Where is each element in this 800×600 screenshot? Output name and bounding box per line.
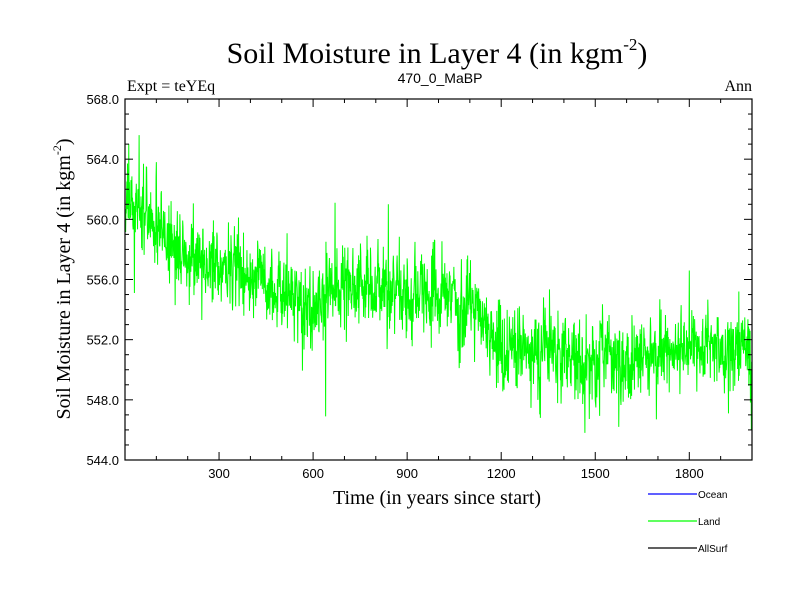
y-tick-label: 544.0: [86, 453, 119, 468]
x-tick-label: 1200: [487, 466, 516, 481]
y-tick-label: 568.0: [86, 92, 119, 107]
y-tick-label: 564.0: [86, 152, 119, 167]
legend-label-land: Land: [698, 517, 720, 528]
x-axis-label: Time (in years since start): [333, 487, 541, 509]
chart-title-superscript: -2: [623, 35, 637, 54]
period-label: 470_0_MaBP: [398, 70, 483, 86]
axis-ticks: 300 600 900 1200 1500 1800 544.0 548.0 552.0 556.…: [86, 92, 752, 481]
chart-title-main: Soil Moisture in Layer 4 (in kgm: [227, 37, 624, 70]
y-tick-label: 552.0: [86, 333, 119, 348]
x-tick-label: 300: [208, 466, 230, 481]
x-tick-label: 1800: [675, 466, 704, 481]
data-layer: [125, 135, 752, 433]
y-axis-label-close: ): [53, 138, 75, 145]
legend-label-ocean: Ocean: [698, 490, 727, 501]
x-tick-label: 900: [396, 466, 418, 481]
chart-title: Soil Moisture in Layer 4 (in kgm-2): [227, 35, 648, 70]
chart-title-close: ): [637, 37, 647, 70]
y-axis-label: Soil Moisture in Layer 4 (in kgm-2): [50, 138, 75, 419]
legend: Ocean Land AllSurf: [648, 490, 728, 555]
series-line-land: [125, 135, 752, 433]
y-axis-label-main: Soil Moisture in Layer 4 (in kgm: [53, 155, 75, 420]
legend-label-allsurf: AllSurf: [698, 544, 728, 555]
y-axis-label-superscript: -2: [50, 145, 64, 155]
season-label: Ann: [724, 78, 752, 95]
y-tick-label: 556.0: [86, 273, 119, 288]
x-tick-label: 600: [302, 466, 324, 481]
y-tick-label: 548.0: [86, 393, 119, 408]
y-tick-label: 560.0: [86, 212, 119, 227]
experiment-label: Expt = teYEq: [127, 78, 215, 95]
x-tick-label: 1500: [581, 466, 610, 481]
